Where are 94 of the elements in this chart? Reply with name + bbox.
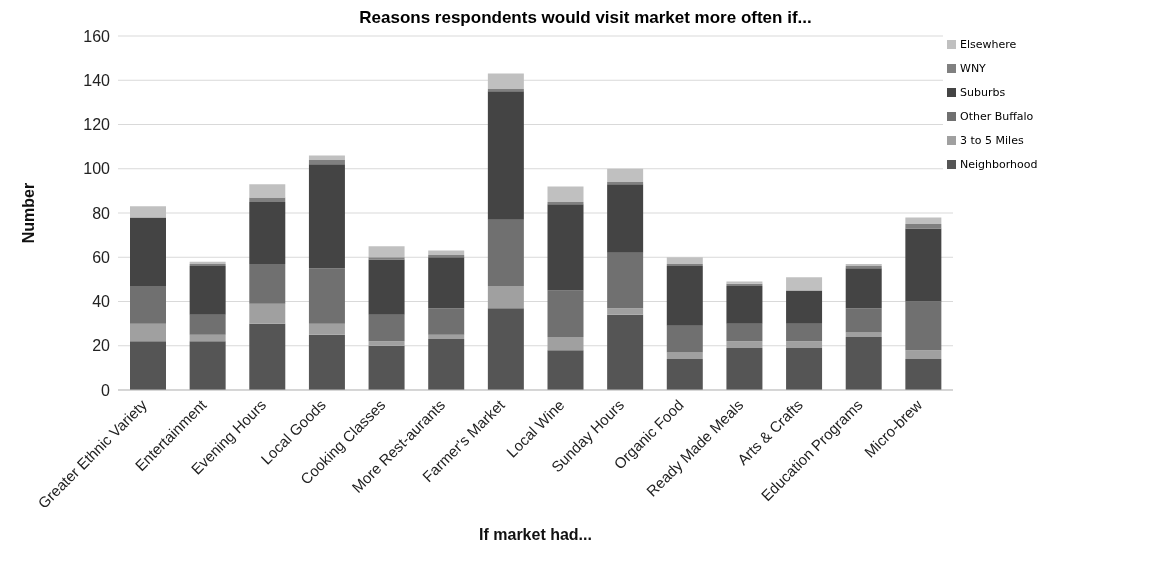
bar	[905, 228, 942, 302]
bar	[666, 352, 703, 360]
bar	[607, 252, 644, 309]
bar	[547, 350, 584, 390]
bar	[905, 224, 942, 229]
bar	[428, 250, 465, 256]
bar	[547, 204, 584, 291]
bar	[189, 341, 226, 390]
bar	[428, 257, 465, 309]
bar	[726, 341, 763, 348]
bar	[786, 277, 823, 291]
bar	[666, 266, 703, 326]
bar	[368, 259, 405, 315]
bar	[368, 341, 405, 346]
bar	[428, 255, 465, 258]
bar	[487, 308, 524, 390]
bar	[308, 334, 345, 390]
bar	[607, 308, 644, 315]
bar	[368, 314, 405, 342]
bar	[905, 359, 942, 390]
bar	[249, 263, 286, 304]
bar	[845, 332, 882, 337]
bar	[666, 359, 703, 390]
bar	[845, 268, 882, 309]
bar	[547, 201, 584, 205]
y-tick-label: 160	[83, 27, 111, 45]
y-tick-label: 140	[83, 71, 111, 89]
bar	[666, 257, 703, 264]
bar	[905, 301, 942, 351]
bar	[726, 286, 763, 324]
y-tick-label: 100	[83, 160, 111, 178]
bar	[130, 286, 166, 324]
y-tick-label: 60	[92, 248, 111, 266]
bar	[607, 168, 644, 183]
bar	[308, 323, 345, 335]
bar	[786, 347, 823, 390]
bar	[428, 334, 465, 340]
bar	[666, 325, 703, 353]
bar	[666, 263, 703, 267]
bar	[547, 336, 584, 351]
bar	[249, 201, 286, 264]
x-axis-title: If market had...	[479, 526, 592, 543]
bar	[487, 91, 524, 220]
chart-title: Reasons respondents would visit market more often if...	[359, 8, 812, 27]
bar	[905, 350, 942, 360]
bar	[607, 314, 644, 390]
bar	[189, 334, 226, 342]
bar	[547, 290, 584, 337]
bar	[607, 184, 644, 253]
bar	[308, 164, 345, 269]
bar	[308, 268, 345, 324]
y-tick-label: 20	[92, 337, 111, 355]
legend-label: Other Buffalo	[960, 109, 1034, 123]
bar	[249, 184, 286, 198]
legend-label: WNY	[960, 61, 986, 75]
bar	[607, 182, 644, 185]
bar	[130, 341, 166, 390]
y-tick-label: 80	[92, 204, 111, 222]
bar	[726, 347, 763, 390]
bar	[368, 345, 405, 390]
legend-label: Elsewhere	[960, 37, 1017, 51]
bar	[130, 206, 166, 218]
bar	[487, 286, 524, 309]
y-tick-label: 0	[101, 381, 111, 399]
y-axis-title: Number	[19, 182, 37, 244]
bar	[130, 323, 166, 342]
bar	[786, 341, 823, 348]
bar	[428, 308, 465, 335]
bar	[249, 323, 286, 390]
bar	[308, 159, 345, 165]
bar	[249, 303, 286, 324]
bar	[845, 308, 882, 333]
bar	[726, 323, 763, 342]
bar	[308, 155, 345, 160]
legend-label: Neighborhood	[960, 157, 1038, 171]
bar	[845, 336, 882, 390]
bar	[130, 217, 166, 287]
bar	[249, 197, 286, 202]
bar	[786, 323, 823, 342]
bar	[487, 219, 524, 287]
y-tick-label: 120	[83, 116, 111, 134]
legend-label: 3 to 5 Miles	[960, 133, 1024, 147]
bar	[189, 266, 226, 315]
bar	[547, 186, 584, 202]
bar	[428, 339, 465, 390]
bar	[487, 89, 524, 92]
bar	[786, 290, 823, 324]
bar	[368, 246, 405, 258]
legend-label: Suburbs	[960, 85, 1006, 99]
bar	[905, 217, 942, 225]
bar	[487, 73, 524, 90]
bar	[189, 314, 226, 335]
y-tick-label: 40	[92, 293, 111, 311]
bar	[368, 257, 405, 260]
